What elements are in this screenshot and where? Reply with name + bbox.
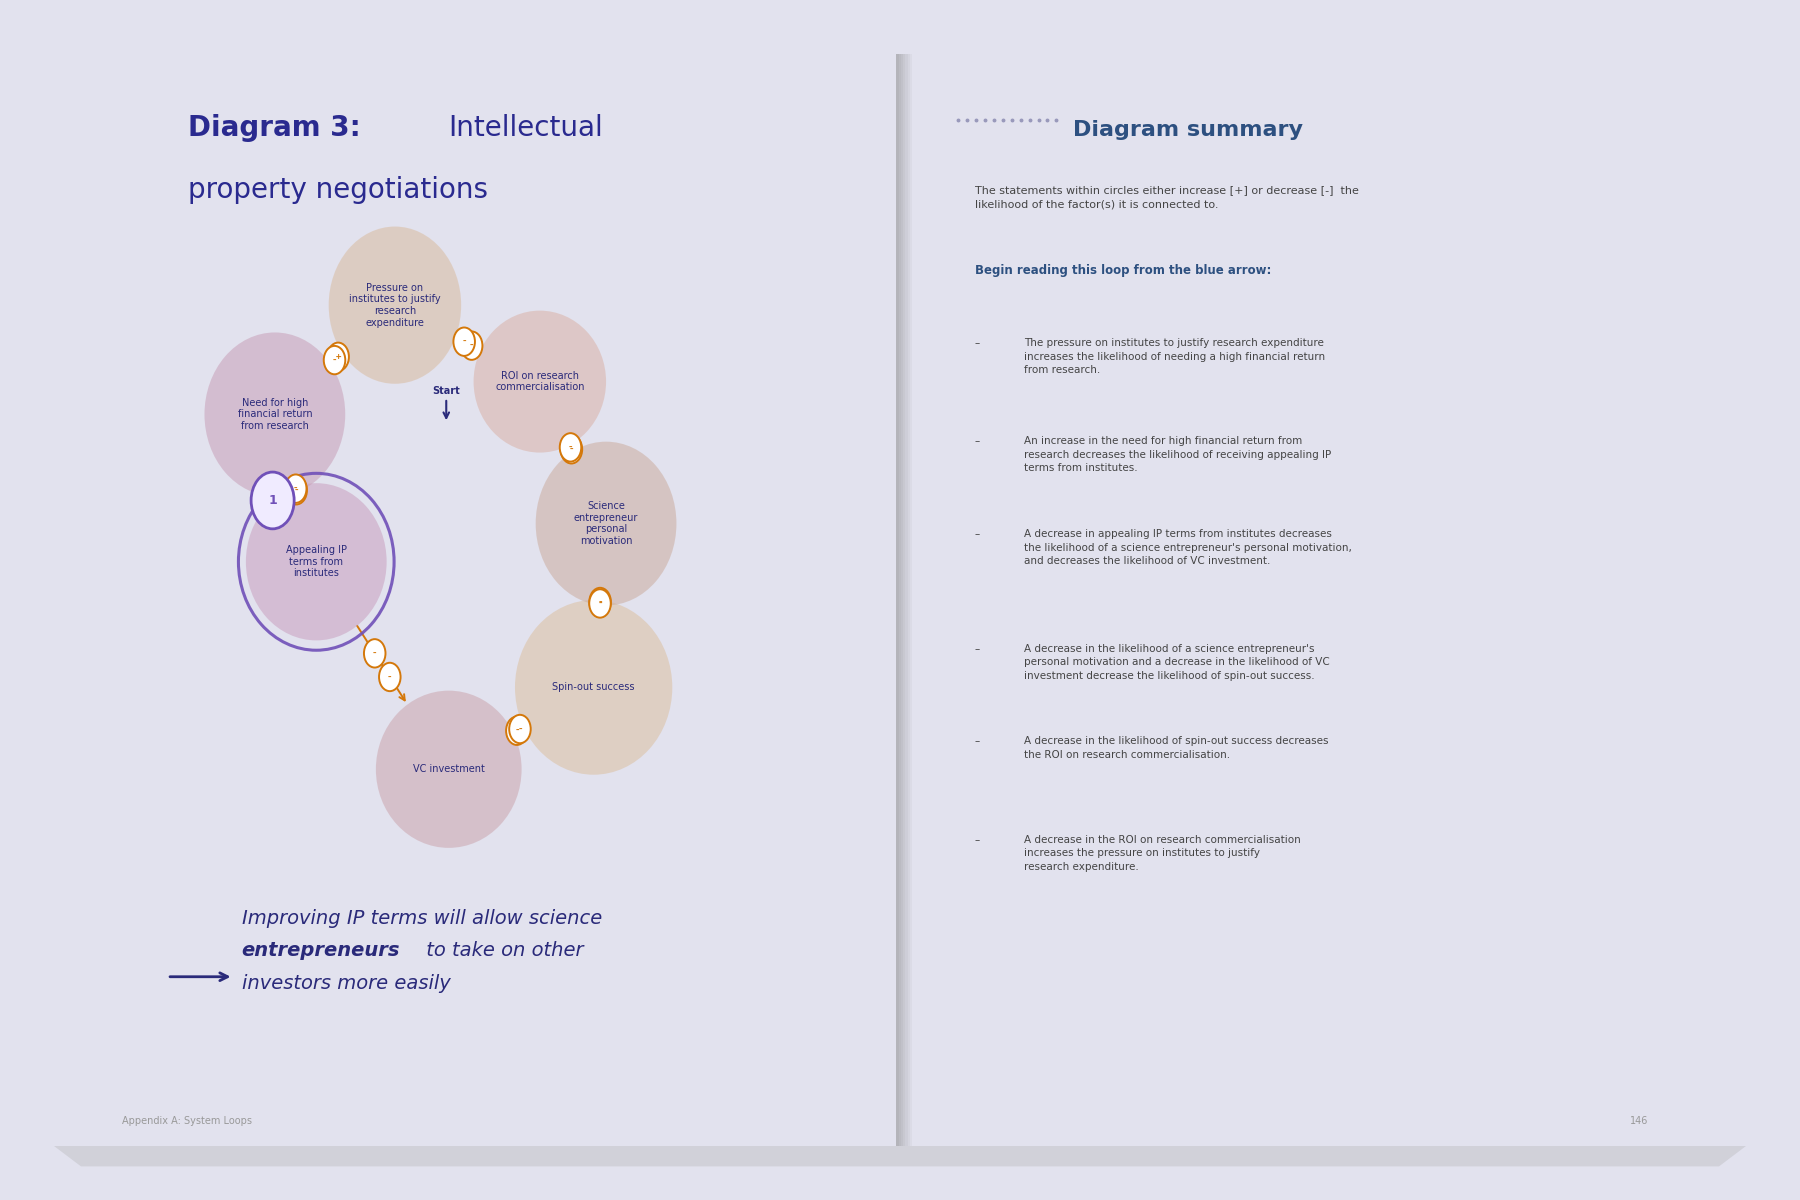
Circle shape: [461, 331, 482, 360]
Text: Begin reading this loop from the blue arrow:: Begin reading this loop from the blue ar…: [974, 264, 1271, 277]
Text: -: -: [515, 726, 520, 736]
Text: ROI on research
commercialisation: ROI on research commercialisation: [495, 371, 585, 392]
Circle shape: [364, 640, 385, 667]
Ellipse shape: [473, 311, 607, 452]
Text: –: –: [974, 436, 979, 446]
Text: An increase in the need for high financial return from
research decreases the li: An increase in the need for high financi…: [1024, 436, 1330, 473]
Text: investors more easily: investors more easily: [241, 974, 450, 994]
Text: -: -: [293, 486, 299, 494]
Ellipse shape: [329, 227, 461, 384]
Circle shape: [250, 472, 293, 529]
Circle shape: [560, 433, 581, 462]
Text: +: +: [335, 353, 340, 361]
Text: to take on other: to take on other: [419, 941, 583, 960]
Text: -: -: [598, 598, 603, 606]
Text: -: -: [331, 355, 337, 365]
Circle shape: [560, 436, 581, 463]
Bar: [898, 54, 900, 1146]
Text: -: -: [567, 443, 572, 452]
Text: Spin-out success: Spin-out success: [553, 683, 635, 692]
Bar: [909, 54, 913, 1146]
Bar: [904, 54, 905, 1146]
Circle shape: [506, 716, 527, 745]
Ellipse shape: [376, 691, 522, 848]
Text: –: –: [974, 338, 979, 348]
Text: –: –: [974, 643, 979, 654]
Text: -: -: [470, 341, 475, 350]
Text: -: -: [387, 672, 392, 682]
Circle shape: [324, 346, 346, 374]
Text: –: –: [974, 835, 979, 845]
Circle shape: [509, 715, 531, 743]
Ellipse shape: [247, 484, 387, 641]
Bar: [905, 54, 907, 1146]
Text: 146: 146: [1629, 1116, 1649, 1127]
Text: Appendix A: System Loops: Appendix A: System Loops: [122, 1116, 252, 1127]
Text: The statements within circles either increase [+] or decrease [-]  the
likelihoo: The statements within circles either inc…: [974, 185, 1359, 209]
Text: Start: Start: [432, 385, 461, 396]
Circle shape: [328, 343, 349, 371]
Circle shape: [454, 328, 475, 356]
Text: Pressure on
institutes to justify
research
expenditure: Pressure on institutes to justify resear…: [349, 283, 441, 328]
Circle shape: [284, 474, 306, 503]
Text: -: -: [569, 445, 574, 454]
Circle shape: [380, 662, 401, 691]
Text: -: -: [461, 337, 466, 346]
Text: -: -: [598, 599, 603, 608]
Text: -: -: [373, 649, 378, 658]
Text: –: –: [974, 529, 979, 539]
Circle shape: [589, 588, 610, 616]
Text: VC investment: VC investment: [412, 764, 484, 774]
Text: –: –: [974, 737, 979, 746]
Text: entrepreneurs: entrepreneurs: [241, 941, 400, 960]
Bar: [896, 54, 898, 1146]
Text: Intellectual: Intellectual: [448, 114, 603, 142]
Text: Diagram summary: Diagram summary: [1073, 120, 1303, 139]
Text: Appealing IP
terms from
institutes: Appealing IP terms from institutes: [286, 545, 347, 578]
Text: Science
entrepreneur
personal
motivation: Science entrepreneur personal motivation: [574, 502, 639, 546]
Ellipse shape: [536, 442, 677, 606]
Text: A decrease in the ROI on research commercialisation
increases the pressure on in: A decrease in the ROI on research commer…: [1024, 835, 1300, 872]
Ellipse shape: [515, 600, 673, 775]
Text: A decrease in the likelihood of spin-out success decreases
the ROI on research c: A decrease in the likelihood of spin-out…: [1024, 737, 1328, 760]
Text: property negotiations: property negotiations: [187, 176, 488, 204]
Circle shape: [589, 589, 610, 618]
Bar: [913, 54, 914, 1146]
Text: A decrease in the likelihood of a science entrepreneur's
personal motivation and: A decrease in the likelihood of a scienc…: [1024, 643, 1330, 680]
Text: The pressure on institutes to justify research expenditure
increases the likelih: The pressure on institutes to justify re…: [1024, 338, 1325, 376]
Text: A decrease in appealing IP terms from institutes decreases
the likelihood of a s: A decrease in appealing IP terms from in…: [1024, 529, 1352, 566]
Text: 1: 1: [268, 494, 277, 506]
Bar: [907, 54, 909, 1146]
Text: Diagram 3:: Diagram 3:: [187, 114, 371, 142]
Text: Improving IP terms will allow science: Improving IP terms will allow science: [241, 908, 601, 928]
Text: -: -: [517, 725, 522, 733]
Ellipse shape: [205, 332, 346, 497]
Text: Need for high
financial return
from research: Need for high financial return from rese…: [238, 397, 311, 431]
Circle shape: [286, 476, 308, 504]
Text: -: -: [293, 484, 299, 493]
Bar: [900, 54, 904, 1146]
